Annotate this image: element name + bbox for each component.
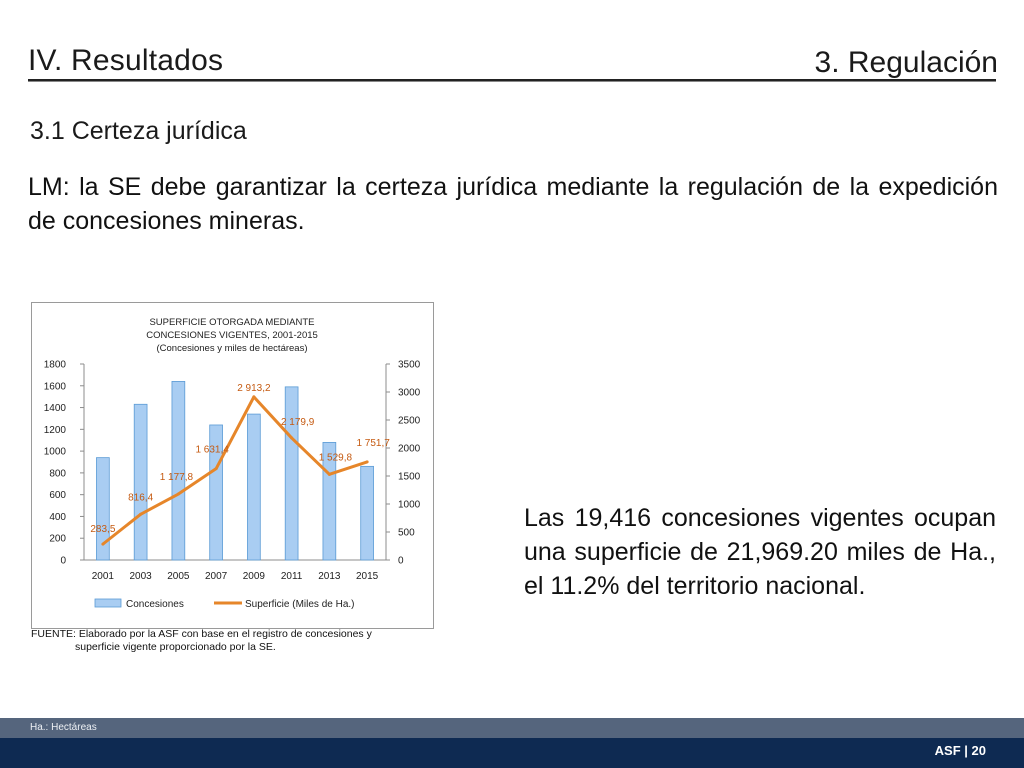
concessions-chart: SUPERFICIE OTORGADA MEDIANTE CONCESIONES … (31, 302, 434, 629)
footer-bar (0, 738, 1024, 768)
superficie-point (139, 512, 143, 516)
superficie-data-label: 2 913,2 (237, 383, 271, 394)
left-tick-label: 1600 (44, 381, 67, 392)
topic-title: 3. Regulación (814, 46, 998, 79)
source-line-2: superficie vigente proporcionado por la … (75, 641, 276, 653)
chart-title-line: CONCESIONES VIGENTES, 2001-2015 (146, 330, 318, 341)
left-tick-label: 1800 (44, 360, 67, 371)
concesiones-bar (133, 403, 148, 561)
left-tick-label: 600 (49, 490, 66, 501)
right-tick-label: 500 (398, 528, 415, 539)
concesiones-bar (171, 381, 186, 561)
page-number: ASF | 20 (934, 743, 986, 758)
chart-title-line: SUPERFICIE OTORGADA MEDIANTE (149, 317, 314, 328)
superficie-data-label: 1 529,8 (319, 452, 353, 463)
superficie-point (176, 492, 180, 496)
superficie-data-label: 1 751,7 (356, 438, 390, 449)
x-tick-label: 2015 (356, 571, 379, 582)
chart-title-line: (Concesiones y miles de hectáreas) (156, 343, 307, 354)
superficie-data-label: 1 177,8 (160, 472, 194, 483)
legend-bar-swatch (94, 598, 122, 608)
left-tick-label: 800 (49, 468, 66, 479)
right-tick-label: 3000 (398, 388, 421, 399)
footer-abbreviation-note: Ha.: Hectáreas (30, 722, 97, 733)
superficie-point (101, 542, 105, 546)
right-tick-label: 2500 (398, 416, 421, 427)
title-divider (28, 79, 996, 82)
concesiones-bar (96, 457, 110, 561)
right-tick-label: 1500 (398, 472, 421, 483)
superficie-point (365, 460, 369, 464)
legend-line-label: Superficie (Miles de Ha.) (245, 599, 354, 610)
superficie-data-label: 816,4 (128, 492, 153, 503)
left-tick-label: 0 (60, 556, 66, 567)
chart-svg: SUPERFICIE OTORGADA MEDIANTE CONCESIONES … (44, 317, 421, 610)
subsection-title: 3.1 Certeza jurídica (30, 117, 247, 145)
x-tick-label: 2003 (130, 571, 153, 582)
intro-paragraph: LM: la SE debe garantizar la certeza jur… (28, 173, 998, 235)
superficie-data-label: 1 631,4 (195, 445, 229, 456)
chart-source: FUENTE: Elaborado por la ASF con base en… (31, 628, 432, 654)
superficie-point (252, 395, 256, 399)
x-tick-label: 2009 (243, 571, 266, 582)
concesiones-bar (284, 386, 299, 561)
x-tick-label: 2013 (318, 571, 341, 582)
left-tick-label: 400 (49, 512, 66, 523)
x-tick-label: 2005 (167, 571, 190, 582)
superficie-point (214, 467, 218, 471)
concesiones-bar (360, 465, 374, 561)
section-title: IV. Resultados (28, 44, 224, 77)
left-tick-label: 1200 (44, 425, 67, 436)
superficie-point (290, 436, 294, 440)
legend-bar-label: Concesiones (126, 599, 184, 610)
superficie-point (327, 472, 331, 476)
concesiones-bar (209, 424, 223, 561)
x-tick-label: 2001 (92, 571, 115, 582)
left-tick-label: 1000 (44, 447, 67, 458)
source-line-1: FUENTE: Elaborado por la ASF con base en… (31, 628, 372, 640)
superficie-data-label: 2 179,9 (281, 417, 315, 428)
concesiones-bar (247, 413, 261, 561)
right-tick-label: 0 (398, 556, 404, 567)
x-tick-label: 2011 (281, 571, 303, 582)
left-tick-label: 200 (49, 534, 66, 545)
right-tick-label: 2000 (398, 444, 421, 455)
left-tick-label: 1400 (44, 403, 67, 414)
superficie-data-label: 283,5 (90, 524, 115, 535)
footer-band (0, 718, 1024, 738)
superficie-line (101, 395, 368, 546)
x-tick-label: 2007 (205, 571, 228, 582)
right-tick-label: 1000 (398, 500, 421, 511)
right-tick-label: 3500 (398, 360, 421, 371)
summary-paragraph: Las 19,416 concesiones vigentes ocupan u… (524, 504, 996, 600)
